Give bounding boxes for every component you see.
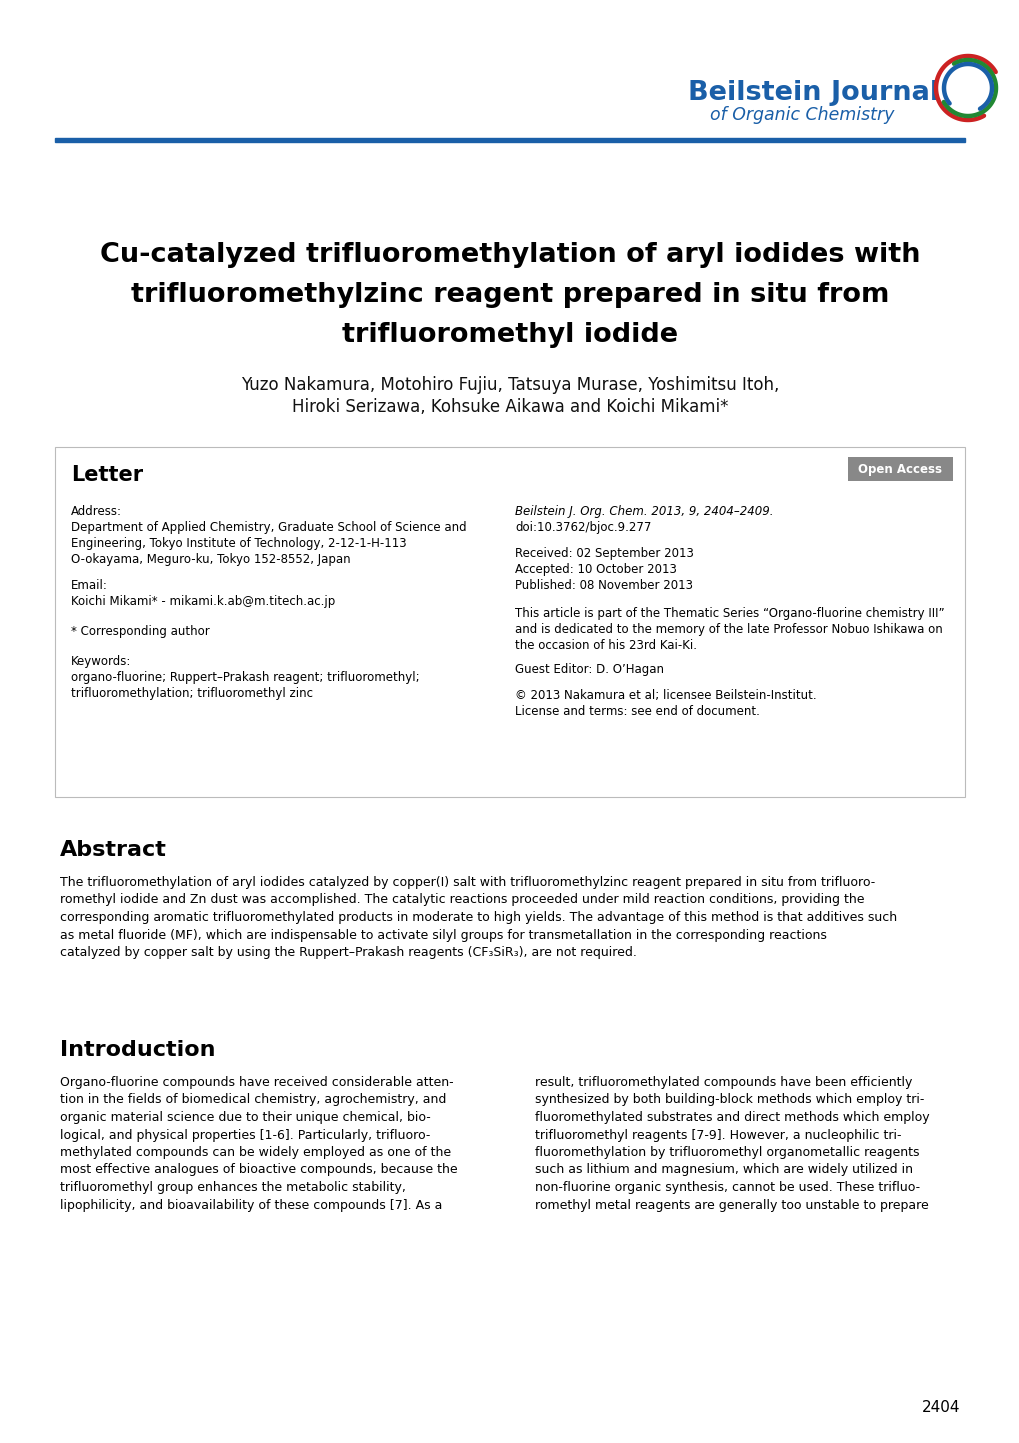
Text: Email:: Email:	[71, 579, 108, 592]
Bar	[55, 139, 964, 141]
Text: Organo-fluorine compounds have received considerable atten-: Organo-fluorine compounds have received …	[60, 1076, 453, 1089]
Text: of Organic Chemistry: of Organic Chemistry	[709, 105, 894, 124]
Text: Department of Applied Chemistry, Graduate School of Science and: Department of Applied Chemistry, Graduat…	[71, 521, 466, 534]
Text: O-okayama, Meguro-ku, Tokyo 152-8552, Japan: O-okayama, Meguro-ku, Tokyo 152-8552, Ja…	[71, 553, 351, 566]
Text: Engineering, Tokyo Institute of Technology, 2-12-1-H-113: Engineering, Tokyo Institute of Technolo…	[71, 537, 407, 550]
Bar	[55, 447, 964, 797]
Text: logical, and physical properties [1-6]. Particularly, trifluoro-: logical, and physical properties [1-6]. …	[60, 1128, 430, 1141]
Text: The trifluoromethylation of aryl iodides catalyzed by copper(I) salt with triflu: The trifluoromethylation of aryl iodides…	[60, 876, 874, 889]
Text: result, trifluoromethylated compounds have been efficiently: result, trifluoromethylated compounds ha…	[535, 1076, 911, 1089]
Text: such as lithium and magnesium, which are widely utilized in: such as lithium and magnesium, which are…	[535, 1163, 912, 1176]
Text: and is dedicated to the memory of the late Professor Nobuo Ishikawa on: and is dedicated to the memory of the la…	[515, 623, 942, 636]
Text: corresponding aromatic trifluoromethylated products in moderate to high yields. : corresponding aromatic trifluoromethylat…	[60, 911, 897, 924]
Text: organo-fluorine; Ruppert–Prakash reagent; trifluoromethyl;: organo-fluorine; Ruppert–Prakash reagent…	[71, 671, 419, 684]
Text: methylated compounds can be widely employed as one of the: methylated compounds can be widely emplo…	[60, 1146, 450, 1159]
Text: Abstract: Abstract	[60, 840, 167, 860]
Text: Beilstein Journal: Beilstein Journal	[688, 79, 938, 105]
Text: © 2013 Nakamura et al; licensee Beilstein-Institut.: © 2013 Nakamura et al; licensee Beilstei…	[515, 688, 816, 701]
Text: the occasion of his 23rd Kai-Ki.: the occasion of his 23rd Kai-Ki.	[515, 639, 696, 652]
Text: trifluoromethylation; trifluoromethyl zinc: trifluoromethylation; trifluoromethyl zi…	[71, 687, 313, 700]
Text: * Corresponding author: * Corresponding author	[71, 625, 210, 638]
Text: doi:10.3762/bjoc.9.277: doi:10.3762/bjoc.9.277	[515, 521, 651, 534]
Text: Address:: Address:	[71, 505, 122, 518]
Text: romethyl metal reagents are generally too unstable to prepare: romethyl metal reagents are generally to…	[535, 1199, 928, 1212]
Text: trifluoromethyl reagents [7-9]. However, a nucleophilic tri-: trifluoromethyl reagents [7-9]. However,…	[535, 1128, 901, 1141]
Text: Hiroki Serizawa, Kohsuke Aikawa and Koichi Mikami*: Hiroki Serizawa, Kohsuke Aikawa and Koic…	[291, 398, 728, 416]
Text: synthesized by both building-block methods which employ tri-: synthesized by both building-block metho…	[535, 1094, 923, 1107]
Text: Accepted: 10 October 2013: Accepted: 10 October 2013	[515, 563, 677, 576]
Text: Cu-catalyzed trifluoromethylation of aryl iodides with: Cu-catalyzed trifluoromethylation of ary…	[100, 242, 919, 268]
Text: romethyl iodide and Zn dust was accomplished. The catalytic reactions proceeded : romethyl iodide and Zn dust was accompli…	[60, 893, 864, 906]
Bar	[847, 457, 952, 481]
Text: lipophilicity, and bioavailability of these compounds [7]. As a: lipophilicity, and bioavailability of th…	[60, 1199, 442, 1212]
Text: Koichi Mikami* - mikami.k.ab@m.titech.ac.jp: Koichi Mikami* - mikami.k.ab@m.titech.ac…	[71, 595, 335, 608]
Text: Letter: Letter	[71, 465, 143, 485]
Text: Guest Editor: D. O’Hagan: Guest Editor: D. O’Hagan	[515, 662, 663, 675]
Text: tion in the fields of biomedical chemistry, agrochemistry, and: tion in the fields of biomedical chemist…	[60, 1094, 446, 1107]
Text: Introduction: Introduction	[60, 1040, 215, 1061]
Text: Published: 08 November 2013: Published: 08 November 2013	[515, 579, 692, 592]
Text: Open Access: Open Access	[858, 463, 942, 476]
Text: trifluoromethylzinc reagent prepared in situ from: trifluoromethylzinc reagent prepared in …	[130, 281, 889, 307]
Text: Received: 02 September 2013: Received: 02 September 2013	[515, 547, 693, 560]
Text: Yuzo Nakamura, Motohiro Fujiu, Tatsuya Murase, Yoshimitsu Itoh,: Yuzo Nakamura, Motohiro Fujiu, Tatsuya M…	[240, 377, 779, 394]
Text: Keywords:: Keywords:	[71, 655, 131, 668]
Text: This article is part of the Thematic Series “Organo-fluorine chemistry III”: This article is part of the Thematic Ser…	[515, 608, 944, 620]
Text: trifluoromethyl group enhances the metabolic stability,: trifluoromethyl group enhances the metab…	[60, 1180, 406, 1193]
Text: as metal fluoride (MF), which are indispensable to activate silyl groups for tra: as metal fluoride (MF), which are indisp…	[60, 928, 826, 941]
Text: non-fluorine organic synthesis, cannot be used. These trifluo-: non-fluorine organic synthesis, cannot b…	[535, 1180, 919, 1193]
Text: License and terms: see end of document.: License and terms: see end of document.	[515, 706, 759, 719]
Text: 2404: 2404	[920, 1400, 959, 1416]
Text: Beilstein J. Org. Chem. 2013, 9, 2404–2409.: Beilstein J. Org. Chem. 2013, 9, 2404–24…	[515, 505, 772, 518]
Text: most effective analogues of bioactive compounds, because the: most effective analogues of bioactive co…	[60, 1163, 458, 1176]
Text: organic material science due to their unique chemical, bio-: organic material science due to their un…	[60, 1111, 430, 1124]
Text: trifluoromethyl iodide: trifluoromethyl iodide	[341, 322, 678, 348]
Text: catalyzed by copper salt by using the Ruppert–Prakash reagents (CF₃SiR₃), are no: catalyzed by copper salt by using the Ru…	[60, 947, 636, 960]
Text: fluoromethylation by trifluoromethyl organometallic reagents: fluoromethylation by trifluoromethyl org…	[535, 1146, 918, 1159]
Text: fluoromethylated substrates and direct methods which employ: fluoromethylated substrates and direct m…	[535, 1111, 928, 1124]
